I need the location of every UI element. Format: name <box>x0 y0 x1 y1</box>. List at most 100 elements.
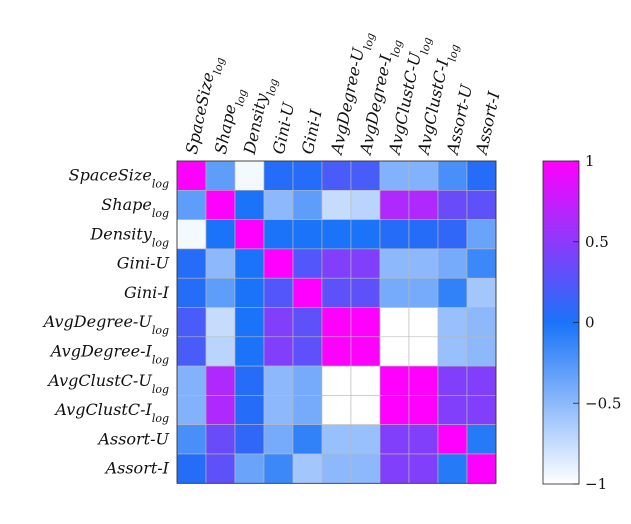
heatmap-cell <box>234 190 265 220</box>
heatmap-cell <box>466 365 497 396</box>
heatmap-cell <box>263 336 294 367</box>
heatmap-cell <box>408 424 439 455</box>
heatmap-cell <box>466 395 497 425</box>
row-label-sub: log <box>152 353 169 366</box>
heatmap-cell <box>205 277 236 308</box>
heatmap-cell <box>350 190 381 220</box>
heatmap-cell <box>408 395 439 425</box>
heatmap-cell <box>408 190 439 220</box>
heatmap-cell <box>350 395 381 425</box>
heatmap-cell <box>437 424 468 455</box>
heatmap-cell <box>408 277 439 308</box>
heatmap-cell <box>408 307 439 338</box>
heatmap-cell <box>437 160 468 191</box>
column-label-base: Shape <box>211 102 240 155</box>
heatmap-cell <box>234 395 265 425</box>
heatmap-cell <box>408 365 439 396</box>
heatmap-cell <box>379 160 410 191</box>
heatmap-cell <box>321 219 352 250</box>
row-label-sub: log <box>152 382 169 395</box>
column-label: Gini-U <box>269 100 299 156</box>
heatmap-cell <box>263 395 294 425</box>
heatmap-cell <box>292 424 323 455</box>
row-label-base: AvgClustC-I <box>53 400 152 419</box>
heatmap-cell <box>205 219 236 250</box>
column-label-sub: log <box>361 32 377 52</box>
row-label-base: Assort-I <box>104 459 170 478</box>
heatmap-cell <box>234 248 265 279</box>
heatmap-cell <box>437 219 468 250</box>
heatmap-cell <box>263 248 294 279</box>
heatmap-cell <box>205 248 236 279</box>
heatmap-cell <box>234 277 265 308</box>
heatmap-cell <box>263 453 294 484</box>
heatmap-cells <box>176 160 497 484</box>
heatmap-cell <box>379 307 410 338</box>
row-label-base: AvgDegree-I <box>49 341 153 360</box>
heatmap-cell <box>379 248 410 279</box>
row-label-base: AvgClustC-U <box>46 371 152 390</box>
heatmap-cell <box>292 219 323 250</box>
heatmap-cell <box>176 160 207 191</box>
heatmap-cell <box>379 453 410 484</box>
row-label-base: Gini-I <box>124 283 170 302</box>
heatmap-cell <box>466 248 497 279</box>
heatmap-cell <box>292 336 323 367</box>
heatmap-cell <box>292 190 323 220</box>
heatmap-cell <box>176 424 207 455</box>
heatmap-cell <box>408 160 439 191</box>
heatmap-cell <box>234 219 265 250</box>
heatmap-cell <box>263 277 294 308</box>
heatmap-cell <box>176 365 207 396</box>
heatmap-cell <box>176 453 207 484</box>
row-label: Densitylog <box>89 224 169 249</box>
row-label-sub: log <box>152 177 169 190</box>
colorbar: 1 0.5 0 −0.5 −1 <box>542 152 621 493</box>
column-label-sub: log <box>233 88 249 108</box>
heatmap-cell <box>176 248 207 279</box>
heatmap-cell <box>292 395 323 425</box>
column-label-sub: log <box>264 77 280 97</box>
heatmap-cell <box>408 453 439 484</box>
heatmap-cell <box>437 395 468 425</box>
heatmap-cell <box>176 277 207 308</box>
heatmap-cell <box>321 248 352 279</box>
heatmap-cell <box>408 248 439 279</box>
heatmap-cell <box>292 248 323 279</box>
heatmap-cell <box>321 424 352 455</box>
heatmap-cell <box>437 277 468 308</box>
colorbar-tick-label: 0.5 <box>585 233 609 251</box>
heatmap-cell <box>408 219 439 250</box>
row-label: SpaceSizelog <box>69 166 169 191</box>
row-label-base: Gini-U <box>117 254 170 273</box>
heatmap-cell <box>350 277 381 308</box>
heatmap-cell <box>263 424 294 455</box>
heatmap-cell <box>176 336 207 367</box>
heatmap-cell <box>321 365 352 396</box>
heatmap-cell <box>205 453 236 484</box>
row-label: AvgDegree-Ulog <box>42 312 169 337</box>
column-label-sub: log <box>388 39 404 59</box>
heatmap-cell <box>321 395 352 425</box>
heatmap-cell <box>466 277 497 308</box>
heatmap-cell <box>408 336 439 367</box>
heatmap-cell <box>205 336 236 367</box>
colorbar-tick-label: −1 <box>585 475 607 493</box>
heatmap-cell <box>437 453 468 484</box>
heatmap-cell <box>321 336 352 367</box>
column-label-base: Gini-I <box>298 107 326 156</box>
heatmap-cell <box>263 190 294 220</box>
heatmap-cell <box>205 307 236 338</box>
heatmap-cell <box>234 336 265 367</box>
heatmap-cell <box>263 219 294 250</box>
row-label-sub: log <box>152 206 169 219</box>
column-label-base: Assort-U <box>442 82 476 157</box>
column-label-sub: log <box>418 36 434 56</box>
heatmap-cell <box>292 453 323 484</box>
colorbar-tick-label: 1 <box>585 152 595 170</box>
heatmap-cell <box>176 190 207 220</box>
heatmap-cell <box>321 453 352 484</box>
heatmap-cell <box>379 424 410 455</box>
column-label: Assort-U <box>442 82 476 157</box>
